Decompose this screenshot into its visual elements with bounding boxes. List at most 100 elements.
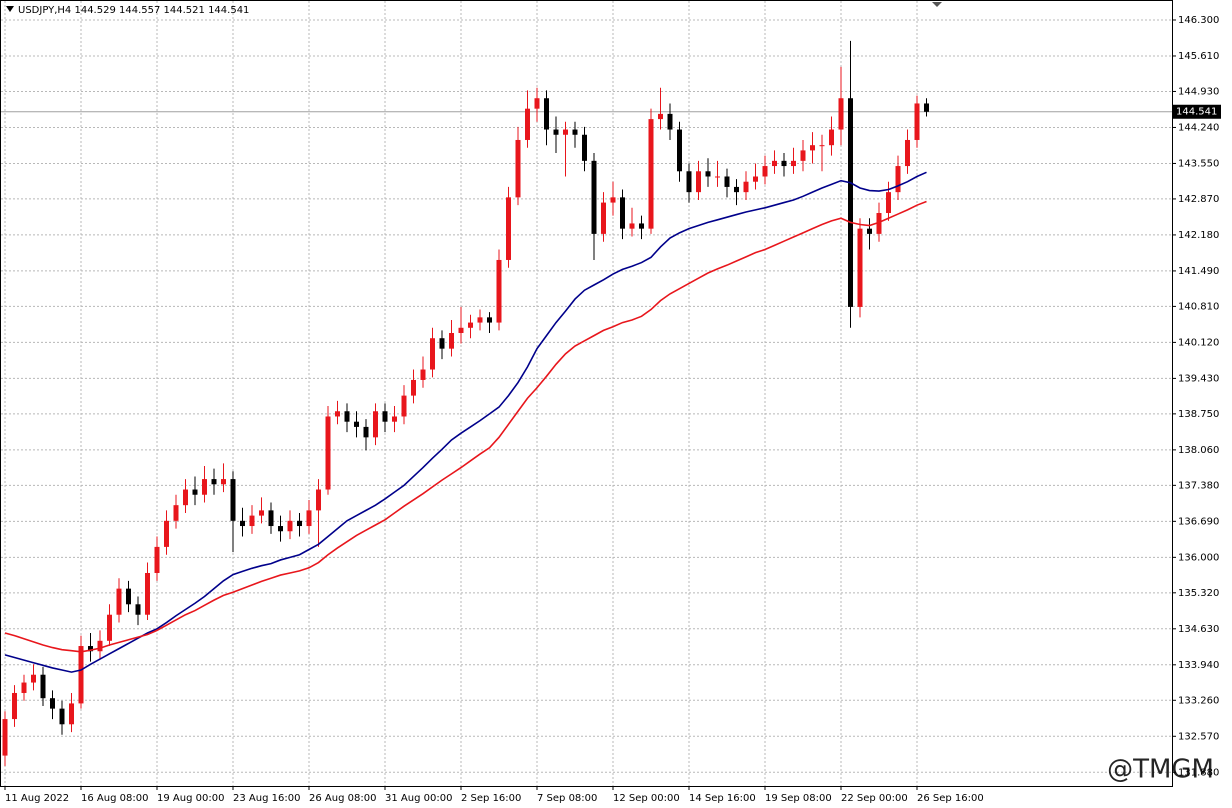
last-price-box	[1173, 104, 1221, 119]
candle-body	[553, 129, 559, 135]
candle-body	[762, 166, 768, 177]
candle-body	[116, 588, 122, 615]
candle-body	[810, 145, 815, 151]
candle-body	[69, 703, 74, 725]
candle-body	[724, 176, 730, 187]
y-tick-label: 146.300	[1178, 15, 1219, 26]
y-tick-label: 140.120	[1178, 337, 1219, 348]
candle-body	[667, 113, 673, 130]
candle-body	[31, 674, 36, 683]
candle-body	[373, 411, 378, 438]
candle-body	[800, 150, 806, 161]
candle-body	[705, 171, 711, 177]
candle-body	[791, 160, 796, 167]
y-tick-label: 140.810	[1178, 301, 1219, 312]
candle-body	[610, 197, 616, 203]
candle-body	[97, 640, 103, 652]
candle-body	[126, 588, 131, 605]
x-tick-label: 7 Sep 08:00	[537, 793, 597, 804]
y-tick-label: 136.000	[1178, 552, 1219, 563]
marks	[2, 40, 929, 767]
candle-body	[420, 369, 426, 380]
x-tick-label: 26 Sep 16:00	[917, 793, 984, 804]
candle-body	[249, 515, 255, 527]
candle-body	[135, 604, 141, 615]
candle-body	[411, 379, 416, 396]
candle-body	[344, 411, 350, 422]
candle-body	[316, 489, 321, 511]
candle-body	[382, 411, 388, 422]
candle-body	[629, 223, 635, 229]
y-tick-label: 136.690	[1178, 516, 1219, 527]
candle-body	[88, 646, 93, 652]
candle-body	[192, 489, 198, 495]
candle-body	[335, 411, 340, 417]
candle-body	[477, 317, 483, 323]
candle-body	[639, 223, 644, 229]
x-tick-label: 26 Aug 08:00	[309, 793, 376, 804]
menu-triangle[interactable]	[6, 6, 14, 12]
candle-body	[620, 197, 625, 229]
candle-body	[78, 646, 84, 704]
candle-body	[2, 719, 8, 756]
candle-body	[743, 181, 749, 193]
y-tick-label: 135.320	[1178, 588, 1219, 599]
candle-body	[914, 103, 920, 140]
candle-body	[21, 682, 27, 693]
grid	[1, 1, 1172, 786]
candle-body	[781, 160, 787, 167]
candle-body	[677, 129, 682, 172]
candle-body	[506, 197, 511, 260]
x-tick-label: 31 Aug 00:00	[385, 793, 452, 804]
x-tick-label: 14 Sep 16:00	[689, 793, 756, 804]
candle-body	[582, 134, 587, 161]
x-tick-label: 12 Sep 00:00	[613, 793, 680, 804]
candle-body	[468, 322, 473, 328]
candle-body	[591, 160, 597, 234]
x-tick-label: 16 Aug 08:00	[81, 793, 148, 804]
candle-body	[202, 479, 207, 495]
candle-body	[458, 327, 464, 334]
candle-body	[230, 479, 236, 521]
x-tick-label: 19 Aug 00:00	[157, 793, 224, 804]
candle-body	[164, 520, 169, 547]
y-tick-label: 142.870	[1178, 194, 1219, 205]
candle-body	[924, 103, 929, 112]
y-tick-label: 142.180	[1178, 230, 1219, 241]
candle-body	[145, 572, 150, 615]
candle-body	[59, 708, 65, 725]
y-tick-label: 144.930	[1178, 86, 1219, 97]
candle-body	[525, 108, 530, 140]
candle-body	[221, 479, 226, 485]
moving-average	[4, 200, 927, 653]
y-tick-label: 139.430	[1178, 373, 1219, 384]
candle-body	[392, 416, 397, 422]
x-tick-label: 2 Sep 16:00	[461, 793, 521, 804]
candle-body	[50, 698, 55, 709]
x-tick-label: 11 Aug 2022	[5, 793, 69, 804]
candle-body	[240, 520, 245, 527]
y-tick-label: 143.550	[1178, 158, 1219, 169]
y-tick-label: 131.880	[1178, 767, 1219, 778]
candle-body	[325, 416, 331, 490]
candle-body	[753, 176, 758, 182]
candle-body	[211, 479, 217, 485]
candle-body	[287, 520, 293, 532]
candle-body	[487, 317, 492, 323]
candle-body	[515, 139, 521, 198]
candle-body	[259, 510, 264, 516]
candle-body	[173, 505, 179, 521]
candle-body	[12, 692, 17, 720]
candle-body	[772, 160, 777, 167]
x-tick-label: 23 Aug 16:00	[233, 793, 300, 804]
candle-body	[686, 171, 692, 193]
candle-body	[572, 129, 578, 135]
candle-body	[496, 259, 502, 323]
y-tick-label: 138.060	[1178, 445, 1219, 456]
candle-body	[905, 139, 910, 167]
watermark: @TMGM	[1107, 755, 1214, 785]
candle-body	[658, 113, 663, 120]
candle-body	[354, 421, 359, 427]
